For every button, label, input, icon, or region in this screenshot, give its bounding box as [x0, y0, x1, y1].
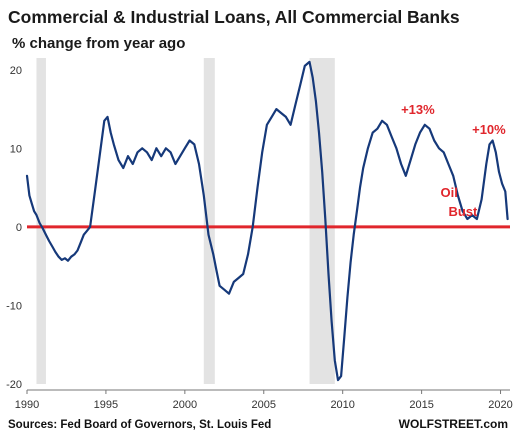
x-tick-label: 2015 [409, 399, 433, 411]
chart-title: Commercial & Industrial Loans, All Comme… [8, 7, 460, 27]
x-tick-label: 1990 [15, 399, 39, 411]
series-lines [25, 60, 509, 382]
source-note: Sources: Fed Board of Governors, St. Lou… [8, 419, 271, 431]
recession-band-2 [203, 58, 215, 384]
chart-subtitle: % change from year ago [12, 35, 185, 52]
y-tick-label: 20 [10, 65, 22, 77]
y-tick-label: -20 [6, 379, 22, 391]
annotation-label: Bust [448, 204, 478, 219]
x-tick-label: 2005 [252, 399, 276, 411]
recession-bands [36, 58, 335, 384]
annotation-label: +10% [472, 122, 506, 137]
recession-band-1 [36, 58, 46, 384]
brand-label: WOLFSTREET.com [399, 417, 508, 431]
annotation-label: Oil [441, 185, 458, 200]
recession-band-3 [309, 58, 335, 384]
annotation-label: +13% [401, 102, 435, 117]
y-tick-label: -10 [6, 300, 22, 312]
annotations: +13% +10% Oil Bust [401, 102, 506, 219]
y-tick-label: 0 [16, 222, 22, 234]
x-tick-label: 2000 [173, 399, 197, 411]
y-tick-label: 10 [10, 143, 22, 155]
series-line-1 [25, 60, 509, 382]
x-tick-label: 2010 [330, 399, 354, 411]
x-tick-label: 2020 [488, 399, 512, 411]
x-tick-labels: 1990 1995 2000 2005 2010 2015 2020 [15, 390, 513, 411]
x-tick-label: 1995 [94, 399, 118, 411]
y-tick-labels: 20 10 0 -10 -20 [6, 65, 22, 391]
